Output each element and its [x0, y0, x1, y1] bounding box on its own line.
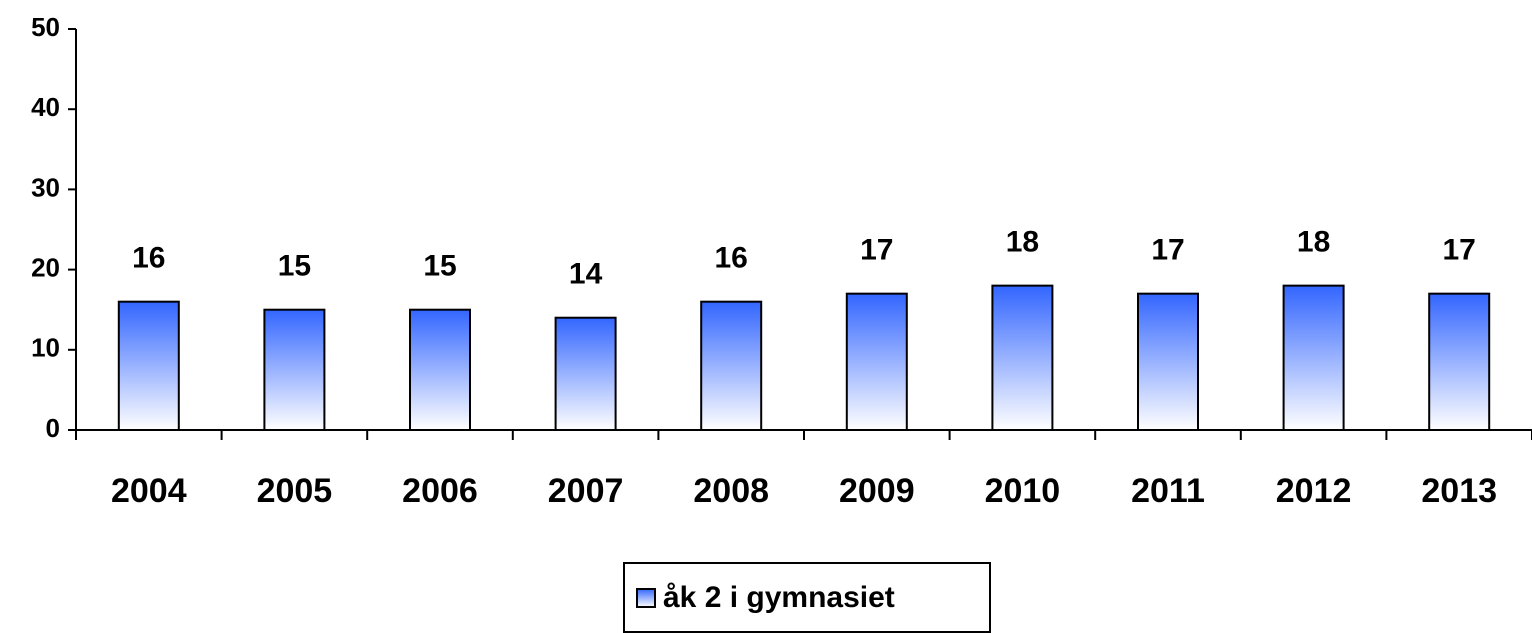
- x-tick-label: 2004: [111, 472, 187, 510]
- data-label: 17: [1443, 234, 1476, 267]
- y-tick-label: 0: [46, 413, 60, 443]
- data-label: 15: [278, 250, 311, 283]
- y-tick-label: 50: [31, 12, 60, 42]
- data-label: 17: [860, 234, 893, 267]
- bar: [845, 292, 908, 431]
- x-tick-label: 2005: [257, 472, 333, 510]
- x-tick-label: 2012: [1276, 472, 1352, 510]
- bar: [263, 308, 326, 432]
- x-tick-label: 2007: [548, 472, 624, 510]
- bar: [700, 300, 763, 431]
- x-tick-label: 2013: [1421, 472, 1497, 510]
- x-tick-label: 2011: [1131, 472, 1205, 510]
- data-label: 14: [569, 258, 603, 291]
- data-label: 16: [715, 242, 748, 275]
- y-tick-label: 20: [31, 252, 60, 282]
- y-tick-label: 40: [31, 92, 60, 122]
- legend-label: åk 2 i gymnasiet: [663, 581, 895, 614]
- legend-marker: [636, 588, 656, 608]
- y-tick-label: 10: [31, 333, 60, 363]
- x-tick-label: 2009: [839, 472, 915, 510]
- bar: [554, 316, 617, 431]
- bar: [991, 284, 1054, 432]
- legend-box: [623, 562, 991, 633]
- data-label: 18: [1006, 226, 1039, 259]
- bar: [409, 308, 471, 432]
- data-label: 18: [1297, 226, 1330, 259]
- data-label: 15: [423, 250, 456, 283]
- x-tick-label: 2010: [985, 472, 1061, 510]
- data-label: 17: [1151, 234, 1184, 267]
- bar: [1428, 292, 1491, 431]
- x-tick-label: 2006: [402, 472, 478, 510]
- bar: [1137, 292, 1199, 431]
- data-label: 16: [132, 242, 165, 275]
- bar: [1282, 284, 1345, 432]
- y-tick-label: 30: [31, 172, 60, 202]
- bar: [117, 300, 180, 431]
- x-tick-label: 2008: [693, 472, 769, 510]
